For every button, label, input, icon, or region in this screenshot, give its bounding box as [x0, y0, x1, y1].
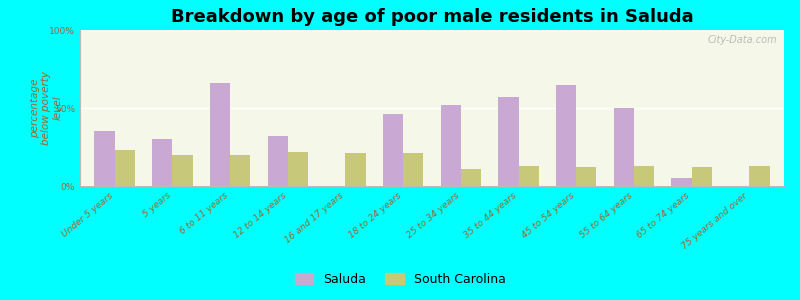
Bar [288, 152, 308, 186]
Bar [634, 166, 654, 186]
Legend: Saluda, South Carolina: Saluda, South Carolina [290, 268, 510, 291]
Bar [383, 114, 403, 186]
Bar [750, 166, 770, 186]
Bar [498, 97, 518, 186]
Bar [114, 150, 135, 186]
Bar [556, 85, 576, 186]
Bar [230, 155, 250, 186]
Bar [403, 153, 423, 186]
Bar [346, 153, 366, 186]
Bar [576, 167, 597, 186]
Y-axis label: percentage
below poverty
level: percentage below poverty level [30, 71, 63, 145]
Bar [692, 167, 712, 186]
Bar [671, 178, 692, 186]
Bar [94, 131, 114, 186]
Bar [172, 155, 193, 186]
Bar [518, 166, 538, 186]
Bar [441, 105, 461, 186]
Title: Breakdown by age of poor male residents in Saluda: Breakdown by age of poor male residents … [170, 8, 694, 26]
Text: City-Data.com: City-Data.com [707, 35, 777, 45]
Bar [152, 139, 172, 186]
Bar [461, 169, 481, 186]
Bar [614, 108, 634, 186]
Bar [210, 83, 230, 186]
Bar [267, 136, 288, 186]
